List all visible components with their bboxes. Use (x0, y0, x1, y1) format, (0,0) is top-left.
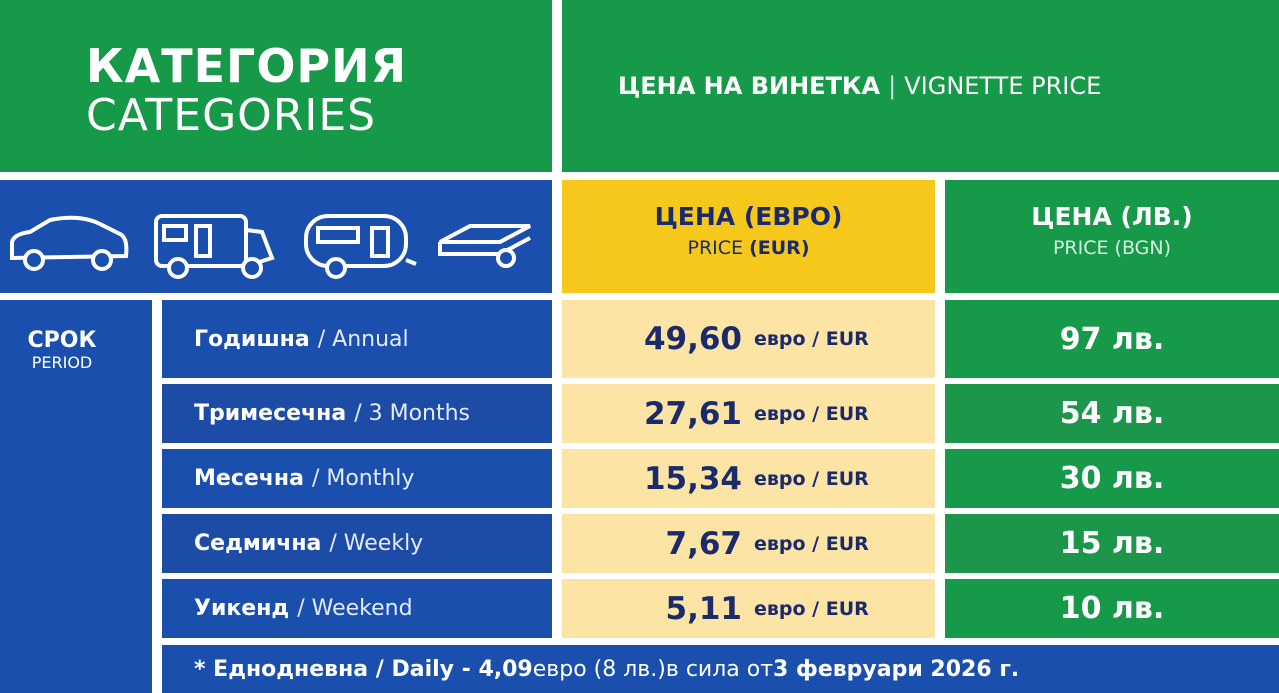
bgn-cell: 97 лв. (945, 300, 1279, 378)
eur-unit: евро / EUR (754, 328, 869, 350)
bgn-cell: 54 лв. (945, 384, 1279, 443)
period-name-cell: Месечна / Monthly (162, 449, 552, 508)
bgn-header: ЦЕНА (ЛВ.) PRICE (BGN) (945, 180, 1279, 293)
eur-unit: евро / EUR (754, 402, 869, 425)
eur-unit: евро / EUR (754, 532, 869, 555)
bgn-value: 30 лв. (1059, 461, 1165, 496)
price-title-en: VIGNETTE PRICE (904, 72, 1102, 100)
bgn-sub: PRICE (BGN) (1052, 237, 1172, 259)
period-name-cell: Годишна / Annual (162, 300, 552, 378)
bgn-value: 15 лв. (1059, 526, 1165, 561)
eur-cell: 27,61 евро / EUR (562, 384, 935, 443)
eur-title: ЦЕНА (ЕВРО) (654, 202, 843, 231)
price-title-bg: ЦЕНА НА ВИНЕТКА (618, 72, 881, 100)
eur-cell: 7,67 евро / EUR (562, 514, 935, 573)
name-en: / Weekend (297, 596, 413, 621)
price-header: ЦЕНА НА ВИНЕТКА | VIGNETTE PRICE (562, 0, 1279, 172)
eur-header: ЦЕНА (ЕВРО) PRICE (EUR) (562, 180, 935, 293)
period-name-cell: Уикенд / Weekend (162, 579, 552, 638)
period-cell: СРОК PERIOD (0, 300, 152, 693)
eur-sub: PRICE (687, 237, 744, 259)
bgn-cell: 15 лв. (945, 514, 1279, 573)
bgn-title: ЦЕНА (ЛВ.) (1031, 202, 1193, 231)
eur-value: 15,34 (643, 460, 742, 497)
footer-text: евро (8 лв.) (532, 656, 666, 682)
period-name-cell: Тримесечна / 3 Months (162, 384, 552, 443)
eur-unit: (EUR) (749, 237, 810, 259)
name-en: / Monthly (311, 466, 415, 491)
name-bg: Уикенд (194, 596, 290, 621)
name-bg: Годишна (194, 326, 310, 352)
category-header: КАТЕГОРИЯ CATEGORIES (0, 0, 552, 172)
eur-cell: 49,60 евро / EUR (562, 300, 935, 378)
period-en: PERIOD (31, 353, 93, 372)
eur-value: 7,67 (665, 525, 743, 562)
footer-text: в сила от (665, 656, 774, 682)
bgn-value: 54 лв. (1059, 396, 1165, 431)
vehicle-icons (0, 180, 552, 293)
title-bg: КАТЕГОРИЯ (86, 39, 408, 93)
name-en: / Annual (317, 326, 409, 352)
icons (10, 214, 531, 279)
footer: * Еднодневна / Daily - 4,09 евро (8 лв.)… (162, 645, 1279, 693)
bgn-cell: 10 лв. (945, 579, 1279, 638)
name-bg: Тримесечна (194, 401, 347, 426)
period-name-cell: Седмична / Weekly (162, 514, 552, 573)
bgn-value: 97 лв. (1059, 321, 1165, 357)
name-en: / 3 Months (354, 401, 470, 426)
bgn-cell: 30 лв. (945, 449, 1279, 508)
title-en: CATEGORIES (86, 90, 377, 141)
eur-value: 27,61 (643, 395, 742, 432)
eur-value: 5,11 (665, 590, 743, 627)
separator: | (888, 72, 897, 100)
name-en: / Weekly (329, 531, 424, 556)
eur-unit: евро / EUR (754, 467, 869, 490)
bgn-value: 10 лв. (1059, 591, 1165, 626)
period-bg: СРОК (27, 328, 97, 353)
footer-text: * Еднодневна / Daily - 4,09 (194, 656, 533, 682)
eur-value: 49,60 (643, 321, 742, 357)
eur-cell: 5,11 евро / EUR (562, 579, 935, 638)
name-bg: Седмична (194, 531, 322, 556)
eur-unit: евро / EUR (754, 597, 869, 620)
footer-text: 3 февруари 2026 г. (773, 656, 1020, 682)
name-bg: Месечна (194, 466, 304, 491)
eur-cell: 15,34 евро / EUR (562, 449, 935, 508)
